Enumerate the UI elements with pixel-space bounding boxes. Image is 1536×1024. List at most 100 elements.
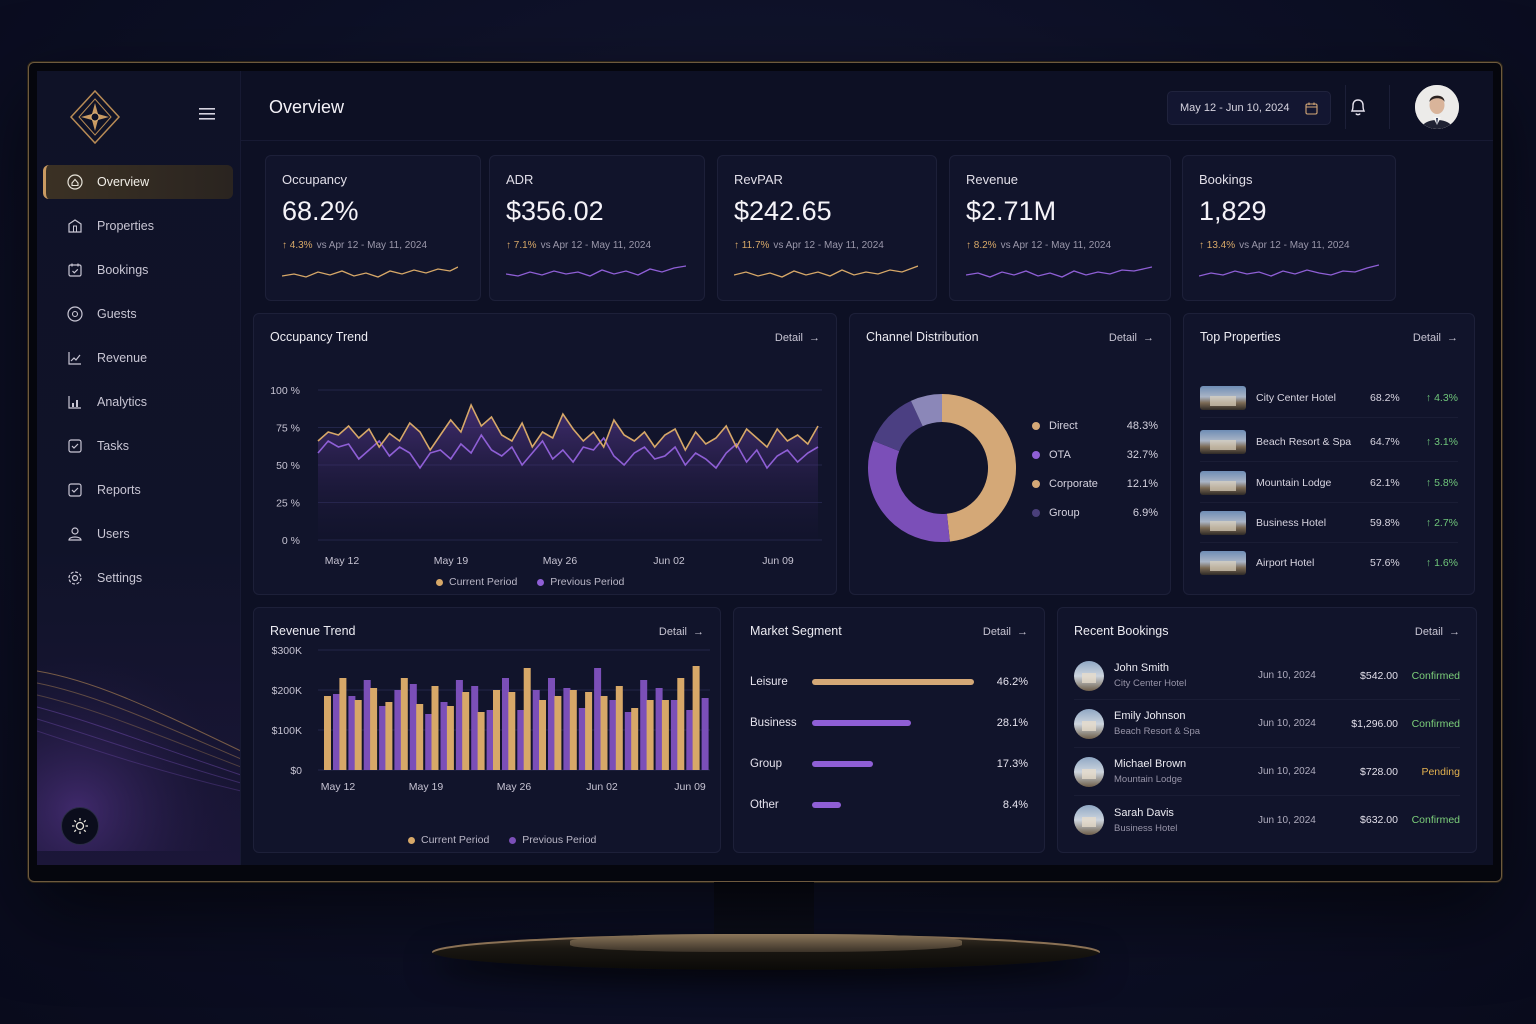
property-thumbnail	[1200, 429, 1246, 454]
channel-detail-link[interactable]: Detail →	[1109, 332, 1154, 344]
current-period-bar	[692, 666, 700, 770]
kpi-card-occupancy[interactable]: Occupancy 68.2% ↑ 4.3% vs Apr 12 - May 11…	[265, 155, 481, 301]
segment-bar-track	[812, 802, 974, 808]
booking-date: Jun 10, 2024	[1258, 766, 1316, 777]
booking-row[interactable]: Emily Johnson Beach Resort & Spa Jun 10, …	[1074, 700, 1460, 748]
previous-period-line	[317, 433, 819, 470]
kpi-value: $2.71M	[966, 196, 1057, 226]
occupancy-detail-link[interactable]: Detail →	[775, 332, 820, 344]
sidebar-item-revenue[interactable]: Revenue	[43, 341, 233, 375]
property-thumbnail	[1200, 551, 1246, 575]
guest-name: Michael Brown	[1114, 758, 1187, 770]
booking-row[interactable]: Michael Brown Mountain Lodge Jun 10, 2024…	[1074, 748, 1460, 796]
kpi-compare: vs Apr 12 - May 11, 2024	[1000, 240, 1112, 251]
property-row[interactable]: Airport Hotel 57.6% ↑ 1.6%	[1200, 543, 1458, 583]
bookings-detail-link[interactable]: Detail →	[1415, 626, 1460, 638]
segment-name: Group	[750, 758, 782, 770]
reports-icon	[68, 483, 82, 497]
sidebar-item-bookings[interactable]: Bookings	[43, 253, 233, 287]
sun-icon	[72, 818, 88, 834]
sidebar-item-properties[interactable]: Properties	[43, 209, 233, 243]
sidebar-item-reports[interactable]: Reports	[43, 473, 233, 507]
previous-period-bar	[609, 700, 617, 770]
kpi-card-bookings[interactable]: Bookings 1,829 ↑ 13.4% vs Apr 12 - May 11…	[1182, 155, 1396, 301]
revenue-trend-card: Revenue Trend Detail → $300K $200K $100K $0 M…	[253, 607, 721, 853]
kpi-sparkline	[1199, 264, 1379, 277]
current-period-bar	[431, 686, 439, 770]
kpi-change: ↑ 11.7% vs Apr 12 - May 11, 2024	[734, 240, 884, 251]
x-tick-label: Jun 09	[762, 555, 794, 567]
home-icon	[67, 174, 83, 190]
property-row[interactable]: Beach Resort & Spa 64.7% ↑ 3.1%	[1200, 422, 1458, 462]
x-tick-label: Jun 02	[653, 555, 685, 567]
brand-logo	[69, 89, 121, 145]
sidebar-item-guests[interactable]: Guests	[43, 297, 233, 331]
property-row[interactable]: City Center Hotel 68.2% ↑ 4.3%	[1200, 378, 1458, 418]
hamburger-menu-icon[interactable]	[199, 107, 215, 121]
segment-value: 46.2%	[996, 676, 1028, 688]
property-thumbnail	[1074, 660, 1104, 691]
previous-period-bar	[624, 712, 632, 770]
property-row[interactable]: Business Hotel 59.8% ↑ 2.7%	[1200, 503, 1458, 543]
header-divider	[1345, 85, 1346, 129]
detail-label: Detail	[1108, 332, 1137, 344]
y-tick-label: 100 %	[270, 385, 300, 397]
detail-label: Detail	[658, 626, 687, 638]
sidebar-item-label: Properties	[97, 219, 154, 233]
date-range-picker[interactable]: May 12 - Jun 10, 2024	[1167, 91, 1331, 125]
segment-bar	[812, 679, 974, 685]
current-period-bar	[646, 700, 654, 770]
x-tick-label: May 19	[434, 555, 469, 567]
previous-period-bar	[363, 680, 371, 770]
x-tick-label: May 19	[409, 781, 444, 793]
properties-detail-link[interactable]: Detail →	[1413, 332, 1458, 344]
kpi-change-pct: ↑ 11.7%	[734, 240, 770, 251]
kpi-sparkline	[966, 266, 1152, 278]
sidebar-item-label: Bookings	[97, 263, 149, 277]
booking-row[interactable]: John Smith City Center Hotel Jun 10, 2024…	[1074, 652, 1460, 700]
guest-property: Mountain Lodge	[1114, 774, 1183, 785]
sidebar-item-users[interactable]: Users	[43, 517, 233, 551]
kpi-compare: vs Apr 12 - May 11, 2024	[1239, 240, 1350, 251]
occupancy-line-chart: 100 % 75 % 50 % 25 % 0 % May 12 May 19 May 26 Ju…	[270, 385, 822, 567]
kpi-sparkline	[282, 266, 458, 278]
kpi-card-revenue[interactable]: Revenue $2.71M ↑ 8.2% vs Apr 12 - May 11,…	[949, 155, 1171, 301]
kpi-value: 68.2%	[282, 196, 359, 226]
theme-toggle-button[interactable]	[61, 807, 99, 845]
user-avatar[interactable]	[1415, 85, 1459, 129]
sidebar-item-overview[interactable]: Overview	[43, 165, 233, 199]
guest-icon	[67, 306, 83, 322]
date-range-text: May 12 - Jun 10, 2024	[1180, 102, 1290, 114]
kpi-card-adr[interactable]: ADR $356.02 ↑ 7.1% vs Apr 12 - May 11, 20…	[489, 155, 705, 301]
donut-slice-ota	[868, 440, 950, 542]
previous-period-bar	[394, 690, 402, 770]
market-detail-link[interactable]: Detail →	[983, 626, 1028, 638]
card-title: Channel Distribution	[866, 330, 979, 344]
channel-legend-row: Group 6.9%	[1032, 503, 1158, 523]
guest-name: John Smith	[1114, 662, 1170, 674]
property-thumbnail	[1074, 805, 1104, 835]
booking-row[interactable]: Sarah Davis Business Hotel Jun 10, 2024 $…	[1074, 796, 1460, 844]
kpi-card-revpar[interactable]: RevPAR $242.65 ↑ 11.7% vs Apr 12 - May 11…	[717, 155, 937, 301]
channel-legend-row: Direct 48.3%	[1032, 416, 1158, 436]
previous-period-bar	[670, 700, 678, 770]
previous-period-bar	[471, 686, 479, 770]
revenue-detail-link[interactable]: Detail →	[659, 626, 704, 638]
sidebar-item-tasks[interactable]: Tasks	[43, 429, 233, 463]
sidebar-nav: Overview Properties Bookings Guests Reve…	[43, 165, 233, 605]
segment-bar	[812, 761, 873, 767]
notification-bell-icon[interactable]	[1349, 97, 1367, 117]
kpi-change-pct: ↑ 8.2%	[966, 240, 997, 251]
sidebar-item-settings[interactable]: Settings	[43, 561, 233, 595]
x-tick-label: Jun 02	[586, 781, 618, 793]
current-period-bar	[400, 678, 408, 770]
segment-row: Leisure 46.2%	[750, 672, 1028, 692]
segment-name: Business	[750, 717, 797, 729]
previous-period-bar	[594, 668, 602, 770]
kpi-value: $356.02	[506, 196, 604, 226]
segment-value: 28.1%	[996, 717, 1028, 729]
channel-legend-row: OTA 32.7%	[1032, 445, 1158, 465]
property-thumbnail	[1074, 756, 1104, 787]
property-row[interactable]: Mountain Lodge 62.1% ↑ 5.8%	[1200, 463, 1458, 503]
sidebar-item-analytics[interactable]: Analytics	[43, 385, 233, 419]
